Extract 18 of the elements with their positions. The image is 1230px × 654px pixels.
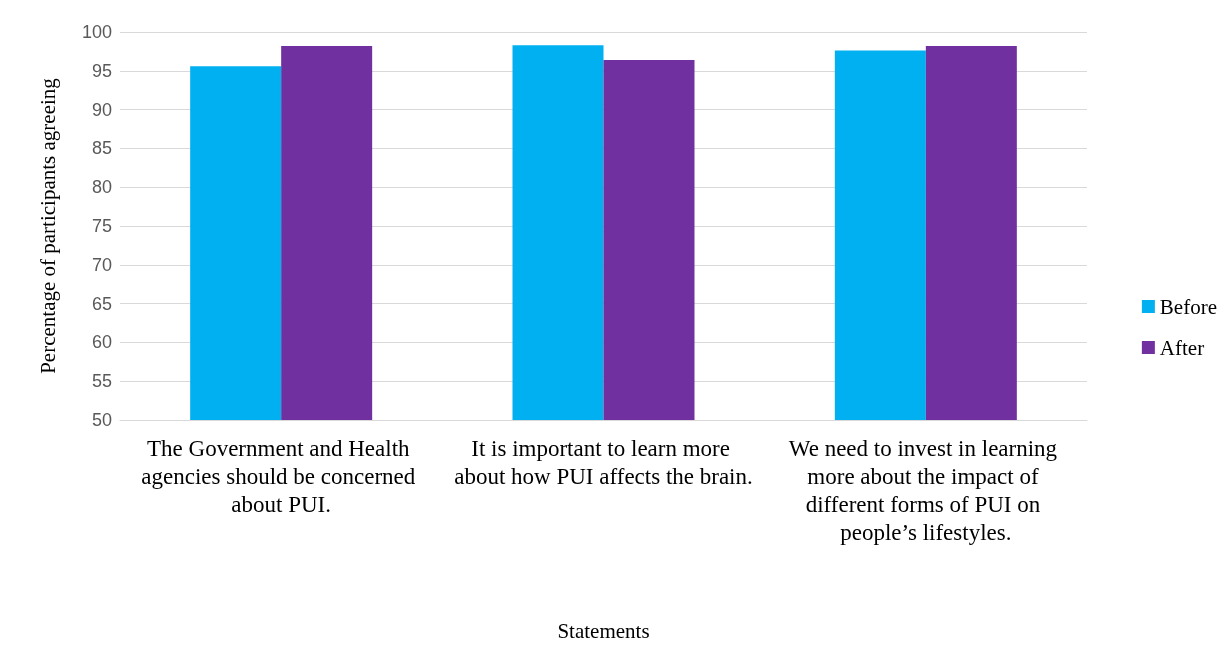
- y-tick-label: 90: [91, 99, 112, 120]
- y-tick-label: 65: [91, 293, 112, 314]
- y-tick-label: 50: [91, 410, 112, 430]
- x-tick-label: The Government and Health agencies should be concerned about PUI.: [141, 435, 422, 517]
- y-tick-label: 60: [91, 332, 112, 353]
- x-axis-title: Statements: [557, 618, 650, 643]
- y-tick-label: 95: [91, 60, 112, 81]
- y-tick-label: 80: [91, 177, 112, 198]
- x-tick-label: We need to invest in learning more about the impact of different forms of PUI on people’s lifestyles.: [788, 435, 1063, 545]
- legend-label: Before: [1159, 294, 1218, 319]
- y-tick-label: 100: [81, 22, 112, 42]
- y-axis-title: Percentage of participants agreeing: [35, 77, 60, 374]
- x-tick-label: It is important to learn more about how PUI affects the brain.: [454, 435, 753, 489]
- legend-label: After: [1159, 335, 1205, 360]
- y-tick-label: 75: [91, 216, 112, 236]
- y-tick-label: 70: [91, 254, 112, 275]
- y-tick-label: 55: [91, 371, 112, 392]
- y-tick-label: 85: [91, 138, 112, 159]
